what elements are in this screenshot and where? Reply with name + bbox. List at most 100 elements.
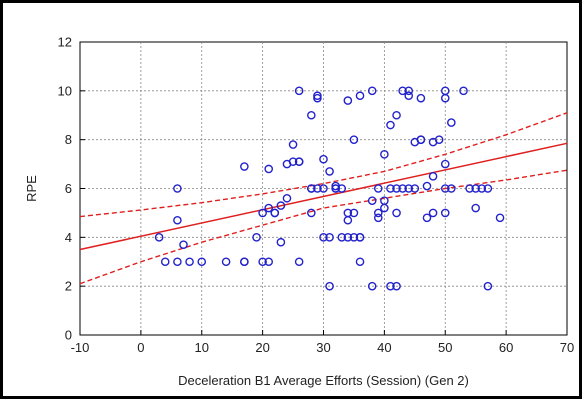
data-point [258, 208, 267, 218]
data-point [319, 154, 328, 164]
data-point [343, 208, 353, 218]
data-point [270, 208, 280, 218]
data-point [392, 208, 401, 218]
y-tick-label: 12 [58, 35, 72, 50]
data-point [392, 281, 401, 291]
data-point [294, 86, 304, 96]
x-tick-label: 50 [438, 340, 452, 355]
data-point [288, 140, 298, 149]
regression-line [79, 142, 568, 251]
data-point [373, 213, 383, 223]
data-point [331, 184, 340, 193]
data-point [349, 233, 359, 242]
data-point [447, 118, 456, 127]
x-tick-label: -10 [71, 340, 90, 355]
data-point [373, 184, 383, 193]
y-tick-label: 2 [65, 279, 72, 294]
data-point [380, 150, 389, 159]
y-tick-label: 4 [65, 230, 72, 245]
data-point [367, 196, 377, 206]
data-point [459, 86, 468, 96]
data-point [386, 184, 395, 193]
data-point [447, 184, 456, 193]
x-tick-label: 20 [255, 340, 269, 355]
y-tick-label: 6 [65, 181, 72, 196]
y-axis-title: RPE [24, 175, 39, 202]
data-point [264, 203, 274, 213]
data-point [495, 213, 505, 223]
confidence-band [79, 112, 568, 285]
y-tick-label: 8 [65, 132, 72, 147]
data-point [313, 91, 322, 101]
data-point [185, 257, 194, 267]
data-point [294, 257, 304, 267]
data-point [380, 196, 389, 206]
data-point [428, 171, 438, 181]
data-point [258, 257, 267, 267]
x-axis-title: Deceleration B1 Average Efforts (Session… [178, 373, 469, 388]
data-point [392, 110, 401, 120]
data-point [313, 184, 322, 193]
ci-upper-line [79, 112, 568, 218]
data-point [355, 233, 365, 242]
data-point [465, 184, 474, 193]
data-point [483, 184, 493, 193]
y-tick-label: 0 [65, 328, 72, 343]
grid-lines [79, 41, 568, 336]
data-point [288, 157, 298, 166]
data-point [398, 86, 407, 96]
data-point [307, 208, 316, 218]
y-tick-label: 10 [58, 83, 72, 98]
data-point [282, 193, 292, 203]
data-point [197, 257, 207, 267]
data-point [440, 93, 450, 103]
data-point [154, 233, 164, 242]
data-point [392, 184, 401, 193]
data-point [276, 237, 286, 247]
data-point [404, 184, 414, 193]
data-point [294, 157, 304, 166]
x-tick-label: 10 [195, 340, 209, 355]
data-point [471, 184, 480, 193]
data-point [319, 184, 328, 193]
data-point [367, 86, 377, 96]
data-point [221, 257, 231, 267]
data-point [373, 208, 383, 218]
data-point [240, 257, 249, 267]
data-point [422, 181, 432, 191]
data-point [386, 281, 395, 291]
x-tick-labels: -10 0 10 20 30 40 50 60 70 [71, 340, 575, 355]
data-point [410, 184, 420, 193]
x-tick-label: 70 [560, 340, 574, 355]
data-point [416, 135, 426, 144]
x-tick-label: 60 [499, 340, 513, 355]
data-point [264, 164, 274, 174]
data-point [349, 208, 359, 218]
data-point [160, 257, 170, 267]
data-point [440, 184, 450, 193]
data-point [398, 184, 407, 193]
data-point [307, 110, 316, 120]
data-point [471, 203, 480, 213]
data-point [434, 135, 444, 144]
data-point [355, 91, 365, 101]
data-point [337, 184, 347, 193]
data-point [173, 184, 182, 193]
data-point [325, 281, 334, 291]
data-point [355, 257, 365, 267]
x-tick-label: 0 [137, 340, 144, 355]
data-point [307, 184, 316, 193]
fit-line [79, 142, 568, 251]
data-point [276, 201, 286, 210]
data-point [319, 233, 328, 242]
data-point [173, 257, 182, 267]
data-point [325, 233, 334, 242]
data-point [343, 96, 353, 105]
data-point [349, 135, 359, 144]
ci-lower-line [79, 169, 568, 285]
data-point [477, 184, 487, 193]
data-point [367, 281, 377, 291]
data-point [240, 162, 249, 171]
x-tick-label: 40 [377, 340, 391, 355]
